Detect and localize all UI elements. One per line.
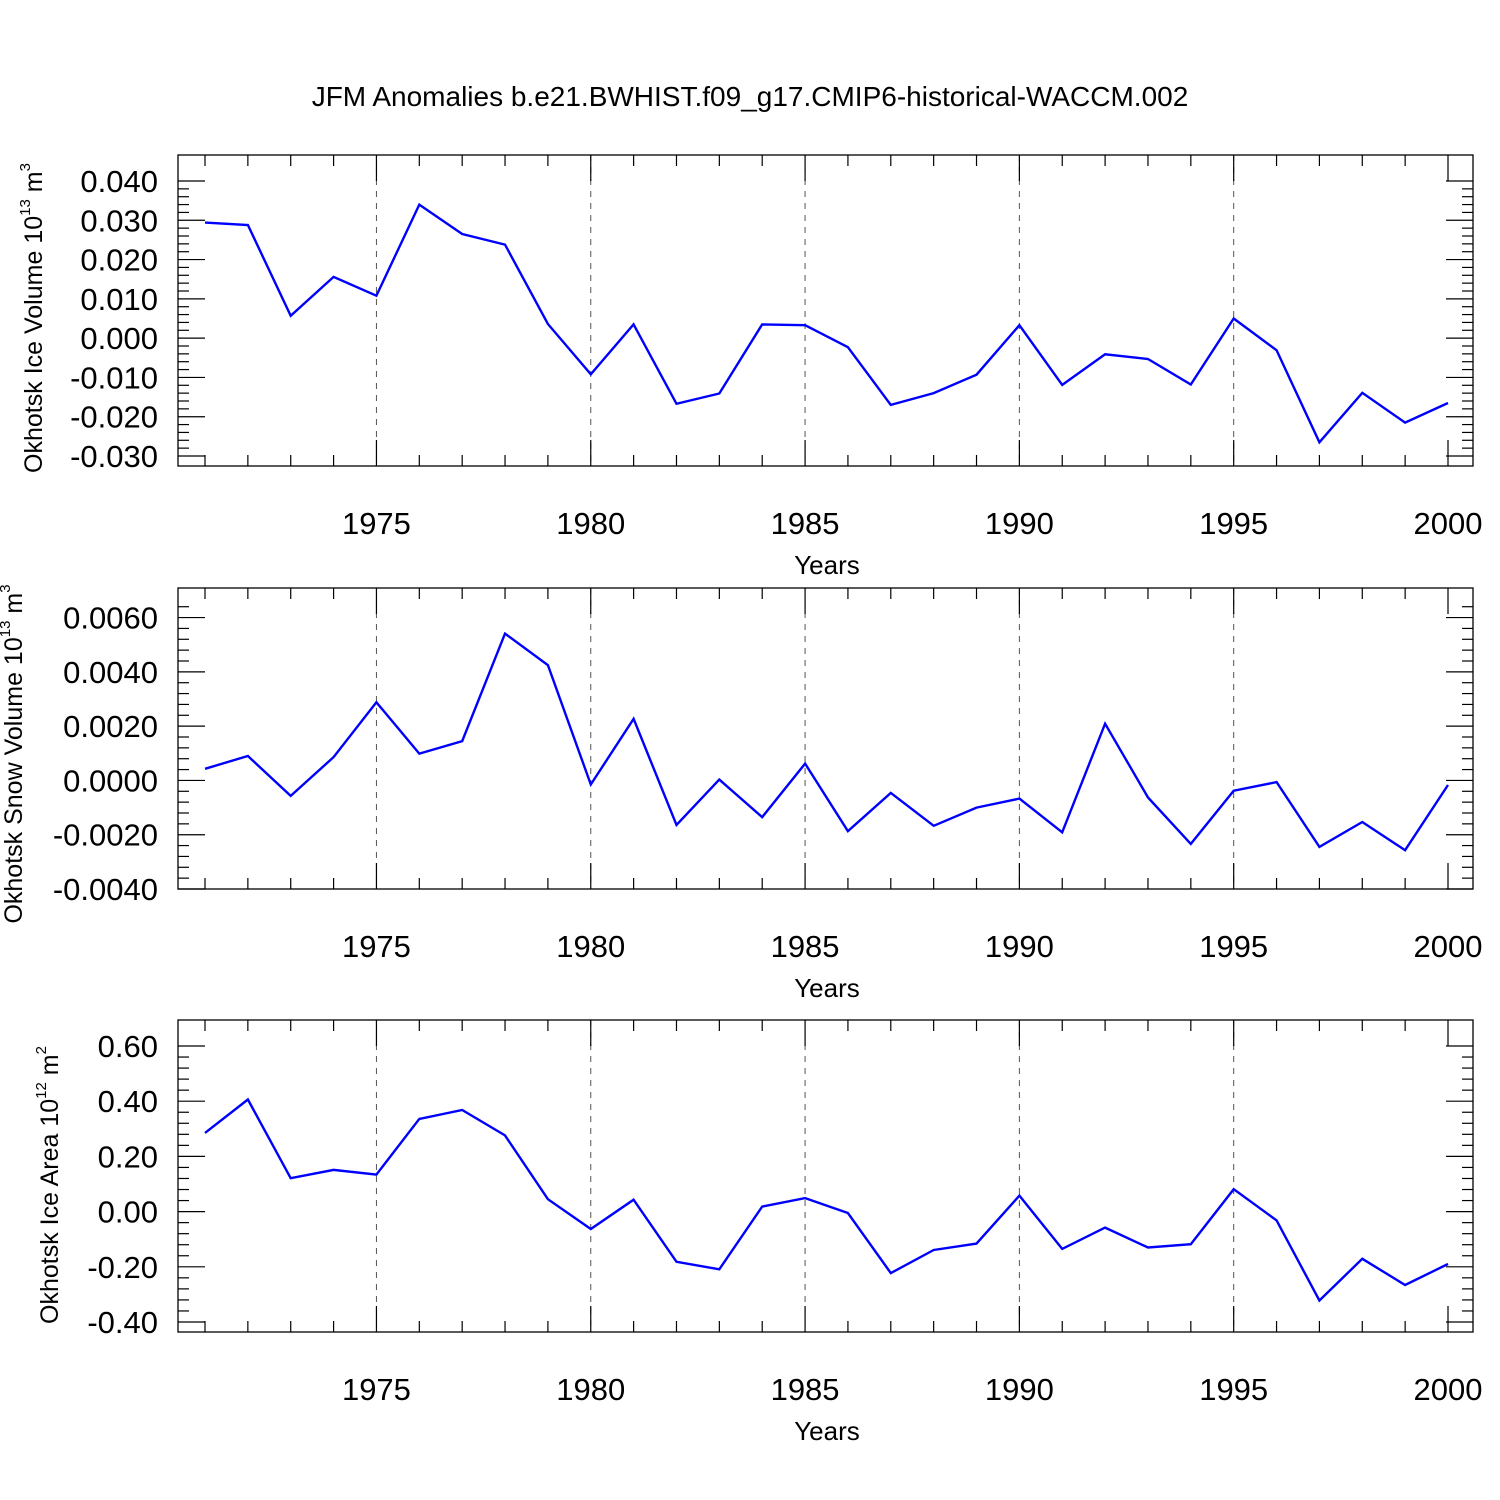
chart-title: JFM Anomalies b.e21.BWHIST.f09_g17.CMIP6… (312, 81, 1189, 112)
x-tick-label: 1995 (1199, 929, 1268, 964)
y-tick-label: 0.020 (80, 243, 158, 278)
y-tick-label: 0.0060 (63, 601, 158, 636)
series-line (204, 631, 1450, 852)
x-tick-label: 1985 (771, 929, 840, 964)
y-tick-label: 0.000 (80, 321, 158, 356)
x-tick-label: 1980 (556, 929, 625, 964)
panel-2: -0.0040 -0.0020 0.0000 0.0020 0.0040 0.0060 19… (0, 584, 1482, 1003)
x-tick-label: 2000 (1414, 929, 1483, 964)
x-axis-label: Years (794, 973, 860, 1003)
y-tick-label: 0.040 (80, 164, 158, 199)
x-tick-label: 1985 (771, 1372, 840, 1407)
x-tick-label: 2000 (1414, 506, 1483, 541)
panel-1: -0.030 -0.020 -0.010 0.000 0.010 0.020 0.030 0.… (17, 154, 1483, 580)
x-tick-label: 2000 (1414, 1372, 1483, 1407)
x-tick-label: 1975 (342, 506, 411, 541)
plot-frame (177, 154, 1474, 467)
plot-frame (177, 587, 1474, 890)
y-tick-label: -0.020 (70, 400, 158, 435)
y-tick-label: 0.00 (98, 1195, 158, 1230)
x-axis-label: Years (794, 550, 860, 580)
x-tick-label: 1990 (985, 929, 1054, 964)
y-tick-label: -0.0020 (53, 818, 158, 853)
y-axis-label: Okhotsk Ice Area 1012 m2 (33, 1046, 64, 1324)
y-tick-label: 0.60 (98, 1029, 158, 1064)
panel-3: -0.40 -0.20 0.00 0.20 0.40 0.60 1975 1980 1985 19… (33, 1019, 1483, 1446)
y-tick-label: -0.010 (70, 360, 158, 395)
plot-frame (177, 1019, 1474, 1333)
y-tick-label: -0.20 (87, 1250, 158, 1285)
y-tick-label: -0.40 (87, 1305, 158, 1340)
x-tick-label: 1990 (985, 1372, 1054, 1407)
y-tick-label: 0.030 (80, 203, 158, 238)
x-axis-label: Years (794, 1416, 860, 1446)
x-tick-label: 1995 (1199, 1372, 1268, 1407)
y-axis-label: Okhotsk Snow Volume 1013 m3 (0, 584, 28, 923)
series-line (204, 1097, 1449, 1303)
y-tick-label: -0.0040 (53, 872, 158, 907)
y-axis-label: Okhotsk Ice Volume 1013 m3 (17, 163, 48, 473)
x-tick-label: 1990 (985, 506, 1054, 541)
y-tick-label: 0.20 (98, 1139, 158, 1174)
y-tick-label: 0.010 (80, 282, 158, 317)
x-tick-label: 1980 (556, 506, 625, 541)
y-tick-label: 0.0000 (63, 763, 158, 798)
x-tick-label: 1985 (771, 506, 840, 541)
x-tick-label: 1980 (556, 1372, 625, 1407)
x-tick-label: 1975 (342, 1372, 411, 1407)
y-tick-label: 0.0040 (63, 655, 158, 690)
y-tick-label: -0.030 (70, 439, 158, 474)
series-line (204, 202, 1449, 445)
x-tick-label: 1995 (1199, 506, 1268, 541)
y-tick-label: 0.0020 (63, 709, 158, 744)
x-tick-label: 1975 (342, 929, 411, 964)
y-tick-label: 0.40 (98, 1084, 158, 1119)
